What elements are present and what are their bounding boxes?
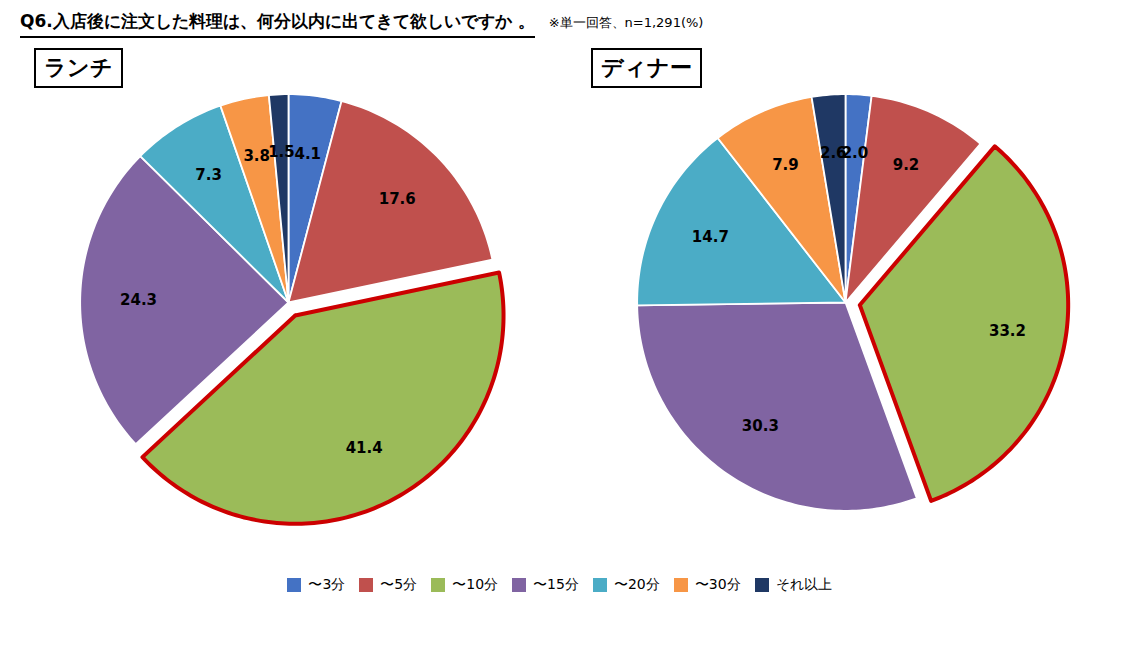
svg-text:14.7: 14.7	[692, 228, 729, 246]
svg-text:4.1: 4.1	[295, 145, 322, 163]
svg-text:9.2: 9.2	[892, 156, 919, 174]
html-text:〜3分: 〜3分	[308, 575, 346, 592]
html-text:それ以上: それ以上	[775, 575, 832, 592]
svg-text:7.9: 7.9	[772, 156, 799, 174]
html-text:〜20分: 〜20分	[613, 575, 660, 592]
svg-text:33.2: 33.2	[989, 322, 1026, 340]
html-text:〜5分: 〜5分	[380, 575, 418, 592]
html-text:ランチ: ランチ	[44, 55, 114, 80]
svg-text:3.8: 3.8	[244, 147, 271, 165]
svg-text:17.6: 17.6	[379, 190, 416, 208]
html-text:Q6.入店後に注文した料理は、何分以内に出てきて欲しいですか: Q6.入店後に注文した料理は、何分以内に出てきて欲しいですか 。	[20, 11, 535, 31]
html-text:〜30分: 〜30分	[694, 575, 741, 592]
html-text:※単一回答、n=1,291(%): ※単一回答、n=1,291(%)	[548, 15, 704, 30]
svg-text:1.5: 1.5	[268, 143, 295, 161]
svg-text:24.3: 24.3	[120, 291, 157, 309]
svg-text:2.0: 2.0	[841, 143, 868, 162]
html-text:ディナー: ディナー	[600, 55, 692, 80]
html-text:〜15分: 〜15分	[533, 575, 579, 592]
svg-text:30.3: 30.3	[742, 417, 779, 435]
svg-text:2.6: 2.6	[820, 144, 847, 162]
svg-text:41.4: 41.4	[346, 439, 383, 457]
html-text:〜10分: 〜10分	[452, 575, 499, 592]
svg-text:7.3: 7.3	[195, 166, 222, 184]
